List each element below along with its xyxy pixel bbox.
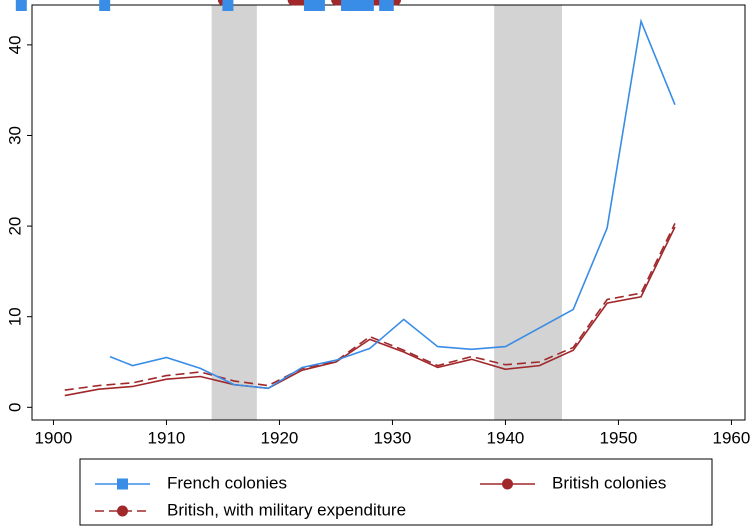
- marker: [341, 0, 353, 11]
- x-tick-label: 1910: [148, 428, 186, 447]
- marker: [303, 0, 315, 11]
- series-line: [64, 223, 676, 391]
- marker: [99, 0, 111, 11]
- marker: [382, 0, 394, 11]
- y-tick-label: 20: [5, 217, 24, 236]
- x-tick-label: 1960: [713, 428, 751, 447]
- legend-box: [79, 458, 713, 526]
- x-tick-label: 1900: [35, 428, 73, 447]
- legend-marker: [117, 505, 128, 517]
- marker: [222, 0, 234, 11]
- y-tick-label: 30: [5, 126, 24, 145]
- series-line: [64, 226, 676, 397]
- shaded-period: [211, 5, 257, 420]
- x-tick-label: 1920: [261, 428, 299, 447]
- marker: [291, 0, 303, 6]
- shaded-period: [494, 5, 562, 420]
- y-tick-label: 10: [5, 307, 24, 326]
- x-tick-label: 1930: [374, 428, 412, 447]
- y-tick-label: 0: [5, 403, 24, 412]
- marker: [354, 0, 366, 11]
- legend-label: French colonies: [167, 473, 287, 492]
- y-tick-label: 40: [5, 35, 24, 54]
- series-line: [109, 18, 676, 390]
- legend-label: British, with military expenditure: [167, 500, 406, 519]
- marker: [361, 0, 373, 11]
- legend-marker: [502, 478, 513, 490]
- plot-frame: [31, 4, 746, 421]
- x-tick-label: 1940: [487, 428, 525, 447]
- legend-label: British colonies: [552, 473, 666, 492]
- legend-marker: [117, 478, 128, 490]
- marker: [15, 0, 27, 11]
- marker: [313, 0, 325, 11]
- x-tick-label: 1950: [600, 428, 638, 447]
